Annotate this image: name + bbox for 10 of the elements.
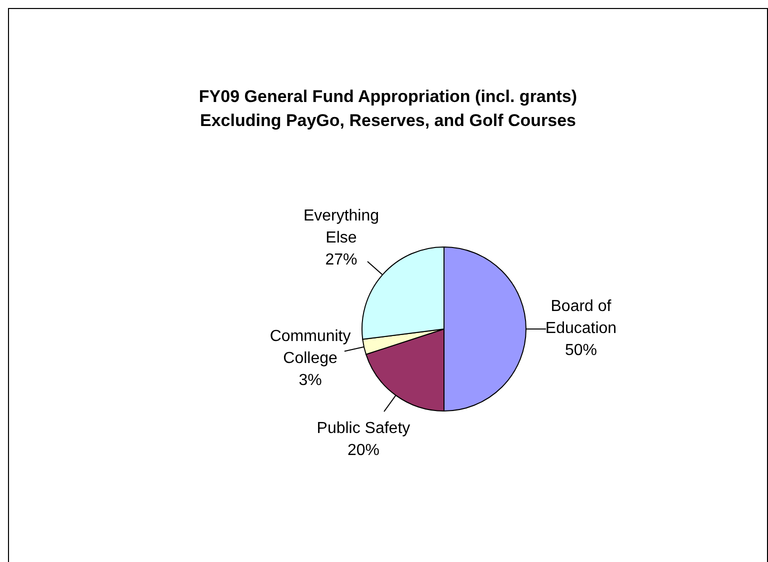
slice-label: Public Safety [316,420,410,438]
chart-title: FY09 General Fund Appropriation (incl. grants) [198,86,578,108]
data-label: 20% [347,442,380,460]
chart-subtitle: Excluding PayGo, Reserves, and Golf Courses [198,110,577,132]
data-label: 3% [298,372,322,390]
slice-label: Community College [270,328,351,368]
slice-label: Everything Else [303,208,380,247]
data-label: 27% [325,252,358,269]
data-label: 50% [564,342,598,360]
slice-label: Board of Education [545,298,617,338]
